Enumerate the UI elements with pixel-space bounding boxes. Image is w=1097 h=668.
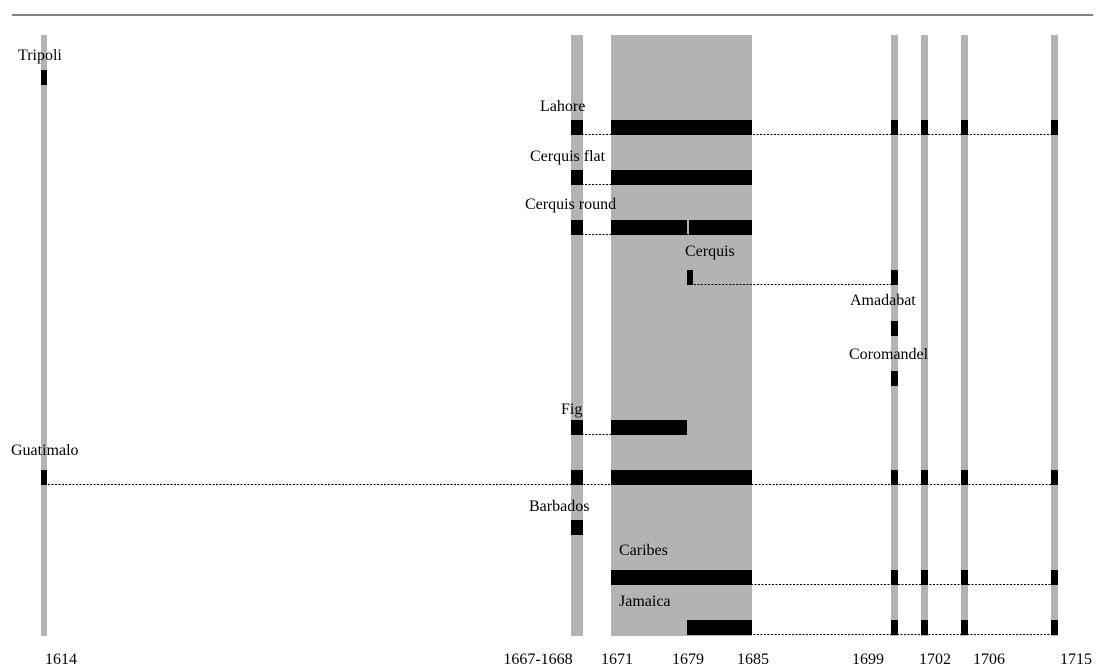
presence-mark — [961, 470, 968, 485]
presence-mark — [891, 321, 898, 336]
year-tick-label: 1699 — [852, 651, 884, 668]
year-band-1614 — [41, 35, 47, 636]
year-tick-label: 1702 — [919, 651, 951, 668]
presence-marks — [41, 70, 1058, 635]
presence-mark — [41, 470, 47, 485]
highlight-period-band — [611, 35, 752, 636]
presence-mark — [1051, 120, 1058, 135]
year-tick-label: 1667-1668 — [503, 651, 572, 668]
presence-mark — [611, 470, 752, 485]
year-tick-label: 1679 — [672, 651, 704, 668]
series-label: Caribes — [619, 542, 668, 559]
presence-mark — [611, 570, 752, 585]
series-label: Coromandel — [849, 346, 929, 363]
presence-mark — [1051, 570, 1058, 585]
presence-mark — [921, 470, 928, 485]
series-label: Amadabat — [850, 292, 916, 309]
presence-mark — [891, 371, 898, 386]
series-label: Cerquis flat — [530, 148, 606, 165]
series-label: Barbados — [529, 498, 589, 515]
year-band-1667-1668 — [571, 35, 583, 636]
year-tick-labels: 1614 1667-1668 1671 1679 1685 1699 1702 1706 171… — [45, 651, 1092, 668]
presence-mark — [41, 70, 47, 85]
presence-mark — [961, 120, 968, 135]
presence-mark — [961, 620, 968, 635]
presence-mark — [891, 470, 898, 485]
presence-mark — [611, 120, 752, 135]
presence-mark — [611, 420, 687, 435]
presence-mark — [611, 170, 752, 185]
year-tick-label: 1715 — [1060, 651, 1092, 668]
presence-mark — [571, 220, 583, 235]
presence-mark — [687, 270, 693, 285]
presence-mark — [571, 120, 583, 135]
presence-mark — [891, 120, 898, 135]
year-bands — [41, 35, 1058, 636]
presence-mark — [891, 570, 898, 585]
series-label: Guatimalo — [11, 442, 79, 459]
presence-mark — [921, 570, 928, 585]
year-tick-label: 1671 — [601, 651, 633, 668]
series-label: Cerquis — [685, 243, 735, 260]
series-label: Jamaica — [619, 593, 671, 610]
year-band-1706 — [961, 35, 968, 636]
presence-mark — [571, 420, 583, 435]
year-tick-label: 1614 — [45, 651, 77, 668]
presence-mark — [571, 170, 583, 185]
year-band-1715 — [1051, 35, 1058, 636]
presence-mark — [1051, 470, 1058, 485]
series-label: Lahore — [540, 98, 585, 115]
presence-mark — [921, 120, 928, 135]
presence-mark — [689, 220, 752, 235]
series-label: Fig — [561, 401, 582, 418]
series-label: Cerquis round — [525, 196, 616, 213]
presence-mark — [921, 620, 928, 635]
presence-mark — [1051, 620, 1058, 635]
year-tick-label: 1706 — [973, 651, 1005, 668]
year-tick-label: 1685 — [737, 651, 769, 668]
presence-mark — [891, 620, 898, 635]
series-labels: Tripoli Lahore Cerquis flat Cerquis round Ce… — [11, 47, 929, 610]
presence-mark — [961, 570, 968, 585]
presence-mark — [891, 270, 898, 285]
presence-mark — [571, 520, 583, 535]
presence-mark — [611, 220, 687, 235]
presence-mark — [571, 470, 583, 485]
presence-mark — [687, 620, 752, 635]
year-band-1702 — [921, 35, 928, 636]
series-label: Tripoli — [18, 47, 62, 64]
